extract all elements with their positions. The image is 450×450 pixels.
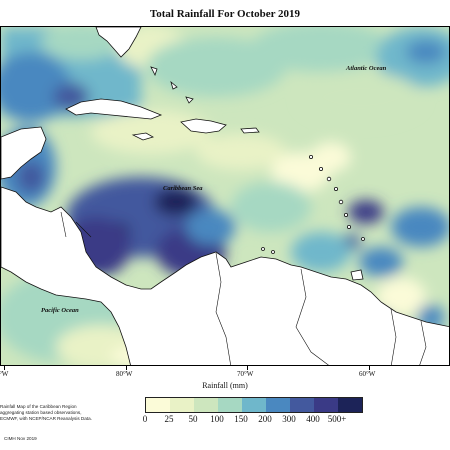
colorbar-swatch — [338, 398, 362, 412]
description-line: aggregating station based observations, — [0, 410, 82, 416]
tick-label-90w: 90°W — [0, 370, 9, 378]
description-line: Rainfall Map of the Caribbean Region — [0, 404, 77, 409]
colorbar-labels: 0 25 50 100 150 200 300 400 500+ — [0, 414, 450, 426]
map-title: Total Rainfall For October 2019 — [149, 8, 301, 20]
credit: CIMH Nov 2019 — [4, 436, 37, 441]
land-masses — [1, 27, 449, 365]
colorbar-swatch — [314, 398, 338, 412]
colorbar-label: 500+ — [327, 414, 347, 424]
colorbar-label: 150 — [234, 414, 248, 424]
rainfall-map: Atlantic Ocean Caribbean Sea Pacific Oce… — [0, 26, 450, 366]
colorbar-label: 300 — [282, 414, 296, 424]
colorbar-label: 200 — [258, 414, 272, 424]
tick-mark — [126, 366, 127, 370]
description: Rainfall Map of the Caribbean Region agg… — [0, 404, 120, 423]
colorbar-swatch — [218, 398, 242, 412]
country-borders — [60, 211, 427, 365]
colorbar-swatch — [290, 398, 314, 412]
tick-label-80w: 80°W — [116, 370, 133, 378]
colorbar-swatch — [242, 398, 266, 412]
colorbar-label: 400 — [306, 414, 320, 424]
colorbar-swatch — [194, 398, 218, 412]
colorbar-label: 25 — [164, 414, 174, 424]
rainfall-field — [1, 27, 449, 365]
axis-label: Rainfall (mm) — [202, 381, 248, 390]
colorbar-swatch — [266, 398, 290, 412]
colorbar-label: 100 — [210, 414, 224, 424]
tick-label-70w: 70°W — [237, 370, 254, 378]
label-caribbean-sea: Caribbean Sea — [163, 185, 203, 192]
tick-label-60w: 60°W — [359, 370, 376, 378]
label-atlantic-ocean: Atlantic Ocean — [346, 65, 387, 72]
colorbar-swatch — [170, 398, 194, 412]
colorbar-legend — [145, 397, 363, 413]
tick-mark — [4, 366, 5, 370]
tick-mark — [247, 366, 248, 370]
colorbar-label: 0 — [142, 414, 148, 424]
label-pacific-ocean: Pacific Ocean — [41, 307, 79, 314]
tick-mark — [369, 366, 370, 370]
colorbar-swatch — [146, 398, 170, 412]
description-line: ECMWF, with NCEP/NCAR Reanalysis Data. — [0, 416, 92, 422]
colorbar-label: 50 — [188, 414, 198, 424]
